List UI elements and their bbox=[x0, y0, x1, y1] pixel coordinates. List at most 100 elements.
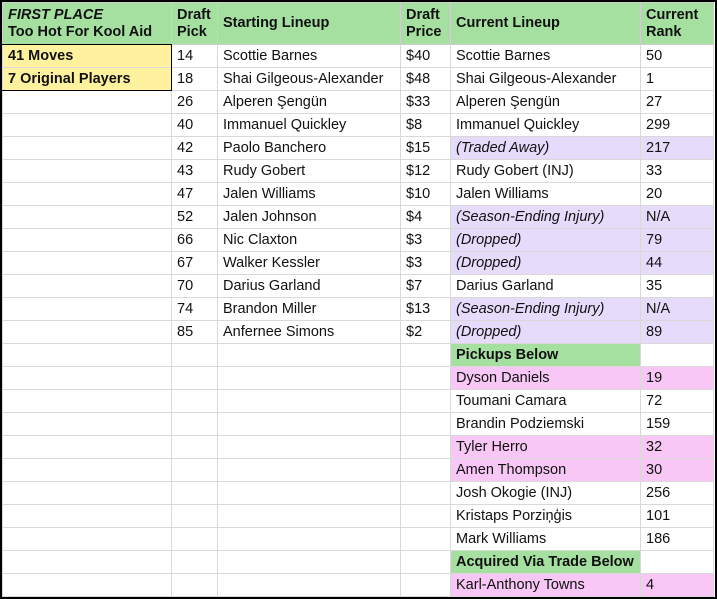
starting-player-cell[interactable] bbox=[217, 458, 401, 482]
draft-pick-cell[interactable]: 40 bbox=[171, 113, 218, 137]
current-rank-cell[interactable]: 20 bbox=[640, 182, 714, 206]
current-rank-cell[interactable]: 44 bbox=[640, 251, 714, 275]
draft-price-cell[interactable] bbox=[400, 504, 451, 528]
draft-pick-cell[interactable] bbox=[171, 573, 218, 597]
summary-cell[interactable] bbox=[2, 159, 172, 183]
current-player-cell[interactable]: Jalen Williams bbox=[450, 182, 641, 206]
current-rank-cell[interactable]: 50 bbox=[640, 44, 714, 68]
draft-pick-cell[interactable]: 42 bbox=[171, 136, 218, 160]
draft-price-cell[interactable]: $4 bbox=[400, 205, 451, 229]
starting-player-cell[interactable] bbox=[217, 527, 401, 551]
current-player-cell[interactable]: Toumani Camara bbox=[450, 389, 641, 413]
starting-player-cell[interactable] bbox=[217, 504, 401, 528]
summary-cell[interactable] bbox=[2, 113, 172, 137]
starting-player-cell[interactable]: Scottie Barnes bbox=[217, 44, 401, 68]
summary-cell[interactable] bbox=[2, 274, 172, 298]
draft-pick-cell[interactable]: 66 bbox=[171, 228, 218, 252]
starting-player-cell[interactable]: Walker Kessler bbox=[217, 251, 401, 275]
summary-cell[interactable] bbox=[2, 320, 172, 344]
starting-player-cell[interactable] bbox=[217, 412, 401, 436]
draft-price-cell[interactable] bbox=[400, 573, 451, 597]
summary-cell[interactable] bbox=[2, 90, 172, 114]
draft-pick-cell[interactable] bbox=[171, 366, 218, 390]
current-rank-header[interactable]: Current Rank bbox=[640, 2, 714, 45]
starting-player-cell[interactable]: Paolo Banchero bbox=[217, 136, 401, 160]
draft-price-cell[interactable] bbox=[400, 435, 451, 459]
current-player-cell[interactable]: (Season-Ending Injury) bbox=[450, 205, 641, 229]
draft-pick-cell[interactable] bbox=[171, 527, 218, 551]
current-rank-cell[interactable] bbox=[640, 343, 714, 367]
current-rank-cell[interactable]: 101 bbox=[640, 504, 714, 528]
starting-player-cell[interactable]: Shai Gilgeous-Alexander bbox=[217, 67, 401, 91]
current-rank-cell[interactable]: 30 bbox=[640, 458, 714, 482]
current-player-cell[interactable]: Karl-Anthony Towns bbox=[450, 573, 641, 597]
draft-price-cell[interactable] bbox=[400, 366, 451, 390]
current-player-cell[interactable]: Darius Garland bbox=[450, 274, 641, 298]
starting-lineup-header[interactable]: Starting Lineup bbox=[217, 2, 401, 45]
draft-price-cell[interactable] bbox=[400, 481, 451, 505]
summary-cell[interactable] bbox=[2, 504, 172, 528]
current-rank-cell[interactable]: 1 bbox=[640, 67, 714, 91]
draft-pick-cell[interactable] bbox=[171, 504, 218, 528]
current-rank-cell[interactable]: 186 bbox=[640, 527, 714, 551]
current-player-cell[interactable]: Shai Gilgeous-Alexander bbox=[450, 67, 641, 91]
current-player-cell[interactable]: (Traded Away) bbox=[450, 136, 641, 160]
starting-player-cell[interactable] bbox=[217, 435, 401, 459]
current-rank-cell[interactable]: 19 bbox=[640, 366, 714, 390]
current-rank-cell[interactable]: 217 bbox=[640, 136, 714, 160]
current-lineup-header[interactable]: Current Lineup bbox=[450, 2, 641, 45]
current-player-cell[interactable]: Alperen Şengün bbox=[450, 90, 641, 114]
draft-price-cell[interactable]: $13 bbox=[400, 297, 451, 321]
summary-cell[interactable] bbox=[2, 182, 172, 206]
starting-player-cell[interactable]: Jalen Williams bbox=[217, 182, 401, 206]
current-player-cell[interactable]: Mark Williams bbox=[450, 527, 641, 551]
summary-cell[interactable] bbox=[2, 389, 172, 413]
summary-cell[interactable] bbox=[2, 205, 172, 229]
draft-pick-header[interactable]: Draft Pick bbox=[171, 2, 218, 45]
starting-player-cell[interactable] bbox=[217, 550, 401, 574]
current-player-cell[interactable]: Pickups Below bbox=[450, 343, 641, 367]
starting-player-cell[interactable]: Darius Garland bbox=[217, 274, 401, 298]
current-rank-cell[interactable] bbox=[640, 550, 714, 574]
draft-pick-cell[interactable]: 14 bbox=[171, 44, 218, 68]
starting-player-cell[interactable] bbox=[217, 366, 401, 390]
current-rank-cell[interactable]: 79 bbox=[640, 228, 714, 252]
draft-pick-cell[interactable]: 18 bbox=[171, 67, 218, 91]
summary-cell[interactable]: 7 Original Players bbox=[2, 67, 172, 91]
draft-price-cell[interactable]: $3 bbox=[400, 251, 451, 275]
starting-player-cell[interactable] bbox=[217, 573, 401, 597]
draft-price-cell[interactable]: $7 bbox=[400, 274, 451, 298]
summary-cell[interactable] bbox=[2, 136, 172, 160]
draft-price-cell[interactable] bbox=[400, 527, 451, 551]
current-player-cell[interactable]: Dyson Daniels bbox=[450, 366, 641, 390]
current-player-cell[interactable]: Acquired Via Trade Below bbox=[450, 550, 641, 574]
current-player-cell[interactable]: Scottie Barnes bbox=[450, 44, 641, 68]
draft-price-cell[interactable]: $8 bbox=[400, 113, 451, 137]
current-player-cell[interactable]: Rudy Gobert (INJ) bbox=[450, 159, 641, 183]
current-rank-cell[interactable]: 33 bbox=[640, 159, 714, 183]
starting-player-cell[interactable]: Rudy Gobert bbox=[217, 159, 401, 183]
current-player-cell[interactable]: (Dropped) bbox=[450, 228, 641, 252]
draft-price-header[interactable]: Draft Price bbox=[400, 2, 451, 45]
draft-price-cell[interactable]: $40 bbox=[400, 44, 451, 68]
draft-pick-cell[interactable] bbox=[171, 435, 218, 459]
draft-pick-cell[interactable] bbox=[171, 458, 218, 482]
current-player-cell[interactable]: Kristaps Porziņģis bbox=[450, 504, 641, 528]
current-rank-cell[interactable]: 4 bbox=[640, 573, 714, 597]
draft-price-cell[interactable]: $12 bbox=[400, 159, 451, 183]
draft-pick-cell[interactable] bbox=[171, 550, 218, 574]
starting-player-cell[interactable] bbox=[217, 481, 401, 505]
current-rank-cell[interactable]: N/A bbox=[640, 205, 714, 229]
starting-player-cell[interactable]: Brandon Miller bbox=[217, 297, 401, 321]
starting-player-cell[interactable]: Immanuel Quickley bbox=[217, 113, 401, 137]
current-player-cell[interactable]: Josh Okogie (INJ) bbox=[450, 481, 641, 505]
summary-cell[interactable] bbox=[2, 251, 172, 275]
current-rank-cell[interactable]: 72 bbox=[640, 389, 714, 413]
draft-pick-cell[interactable]: 26 bbox=[171, 90, 218, 114]
draft-price-cell[interactable] bbox=[400, 412, 451, 436]
current-player-cell[interactable]: Amen Thompson bbox=[450, 458, 641, 482]
draft-price-cell[interactable]: $3 bbox=[400, 228, 451, 252]
summary-cell[interactable] bbox=[2, 366, 172, 390]
current-rank-cell[interactable]: 32 bbox=[640, 435, 714, 459]
draft-price-cell[interactable]: $33 bbox=[400, 90, 451, 114]
